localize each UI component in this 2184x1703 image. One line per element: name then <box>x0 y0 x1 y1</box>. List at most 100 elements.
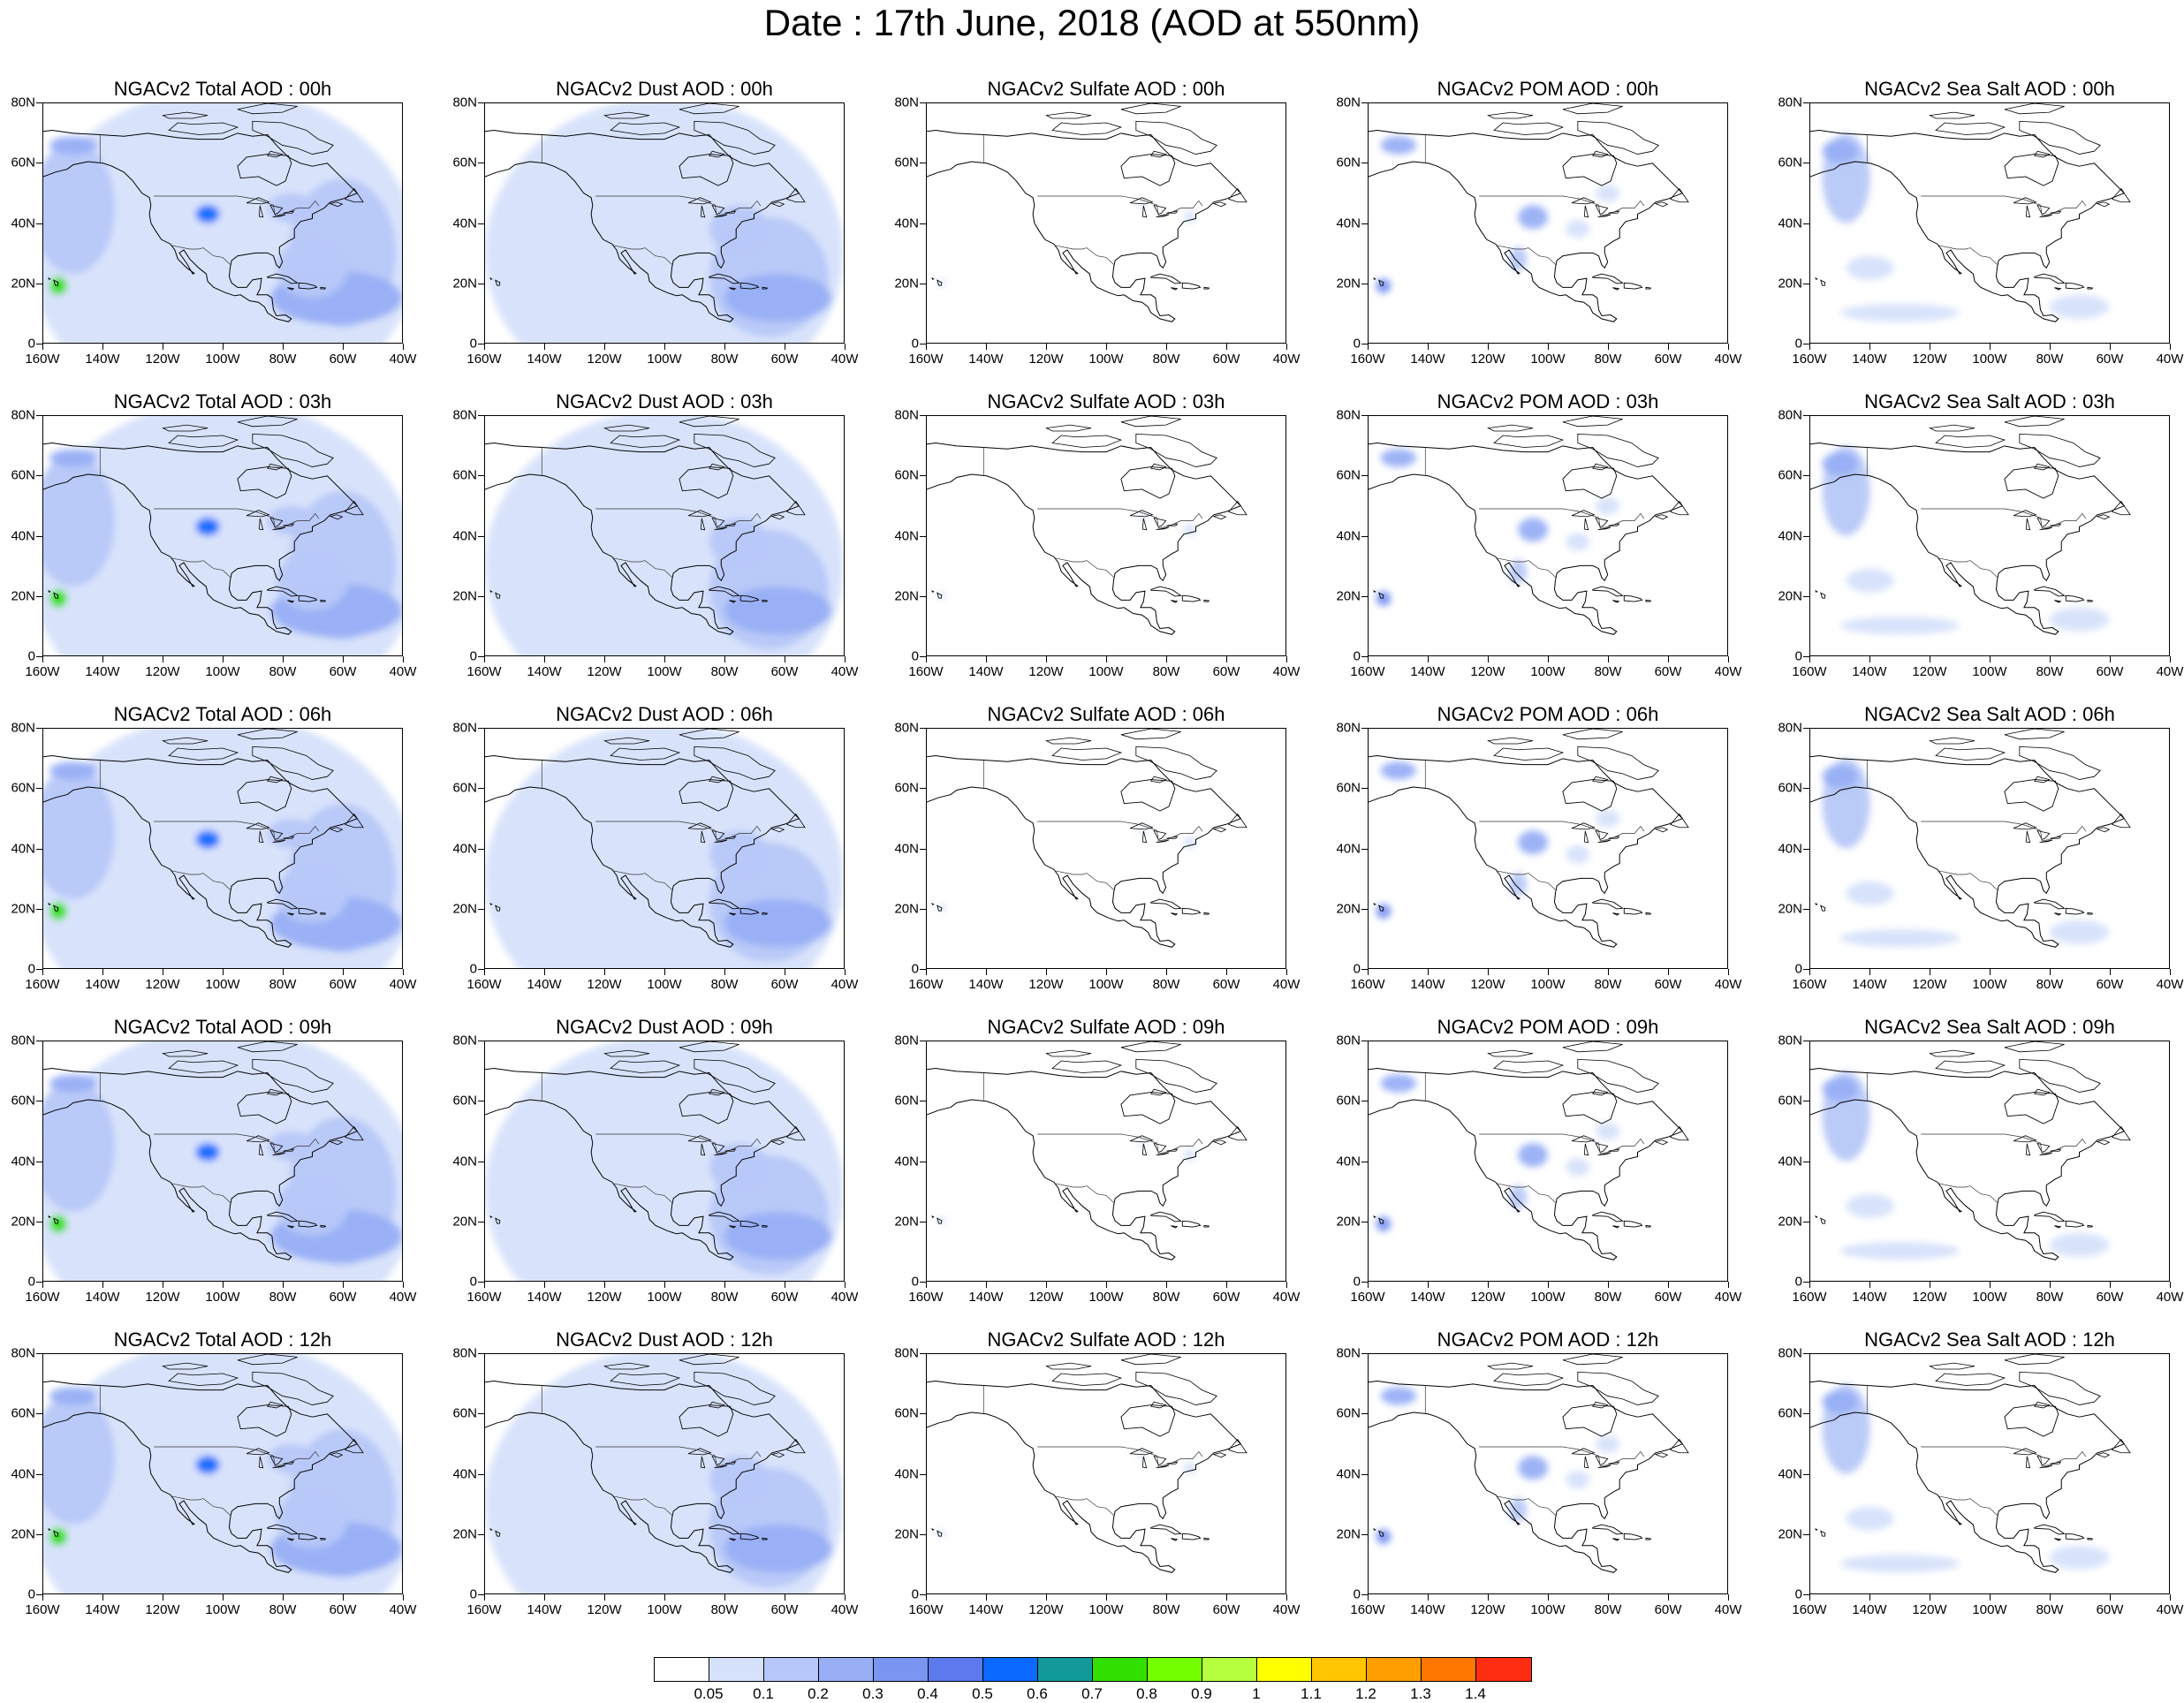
x-tick <box>1869 1594 1870 1601</box>
x-tick-label: 120W <box>1028 1602 1064 1617</box>
x-tick <box>2170 656 2171 662</box>
x-tick-label: 120W <box>1470 977 1505 992</box>
y-tick <box>1803 595 1809 597</box>
colorbar-label: 0.05 <box>694 1685 724 1702</box>
x-tick <box>1728 1282 1729 1288</box>
x-tick <box>484 344 485 350</box>
aod-shading <box>1376 761 1620 920</box>
y-tick <box>36 848 42 850</box>
x-tick <box>664 344 665 350</box>
y-tick <box>1803 535 1809 537</box>
colorbar-label: 0.6 <box>1027 1685 1048 1702</box>
x-tick <box>604 344 605 350</box>
y-tick <box>36 969 42 970</box>
y-tick-label: 80N <box>11 1345 35 1361</box>
x-tick-label: 60W <box>1654 1290 1682 1305</box>
x-tick <box>604 1282 605 1288</box>
y-tick <box>478 788 484 790</box>
x-tick <box>845 969 846 975</box>
y-tick-label: 0 <box>27 1586 35 1602</box>
y-tick-label: 20N <box>452 901 477 917</box>
x-tick <box>2050 1594 2051 1601</box>
x-tick <box>1488 1282 1489 1288</box>
y-tick-label: 20N <box>1778 901 1802 917</box>
aod-shading <box>1822 758 2110 948</box>
x-tick-label: 140W <box>968 352 1004 367</box>
x-tick-label: 40W <box>830 977 859 992</box>
x-tick <box>2050 656 2051 662</box>
y-tick-label: 20N <box>894 588 919 604</box>
y-tick <box>36 788 42 790</box>
x-tick-label: 40W <box>1714 1602 1742 1617</box>
aod-shading <box>1376 136 1620 294</box>
x-tick <box>102 969 103 975</box>
coastlines <box>485 416 806 635</box>
y-tick-label: 40N <box>894 216 919 231</box>
x-tick-label: 60W <box>1654 977 1682 992</box>
x-tick <box>986 1594 987 1601</box>
y-tick <box>1803 788 1809 790</box>
y-tick-label: 60N <box>452 1093 477 1109</box>
y-tick <box>1803 1413 1809 1415</box>
y-tick-label: 0 <box>1794 336 1802 352</box>
x-tick <box>2110 656 2111 662</box>
map-frame <box>42 415 403 656</box>
x-tick-label: 160W <box>1792 664 1827 679</box>
y-tick <box>920 788 926 790</box>
colorbar-swatch <box>1148 1658 1202 1681</box>
y-tick-label: 0 <box>469 1274 477 1290</box>
x-tick <box>1046 656 1047 662</box>
y-tick <box>1803 1594 1809 1595</box>
panel-title: NGACv2 Total AOD : 12h <box>113 1328 332 1351</box>
x-tick <box>926 969 927 975</box>
y-tick-label: 40N <box>11 1466 35 1481</box>
colorbar-swatch <box>1257 1658 1312 1681</box>
colorbar-label: 0.5 <box>972 1685 993 1702</box>
y-tick-label: 40N <box>1778 528 1802 543</box>
x-tick-label: 60W <box>1212 352 1240 367</box>
x-tick-label: 80W <box>1152 664 1180 679</box>
colorbar-swatch <box>819 1658 874 1681</box>
colorbar-swatch <box>709 1658 764 1681</box>
y-tick-label: 60N <box>1778 780 1802 796</box>
x-tick <box>343 1282 344 1288</box>
x-tick <box>403 1594 404 1601</box>
aod-shading <box>1822 445 2110 635</box>
x-tick-label: 120W <box>1912 977 1947 992</box>
x-tick-label: 80W <box>269 977 297 992</box>
y-tick-label: 60N <box>894 1093 919 1109</box>
y-tick-label: 20N <box>894 1526 919 1542</box>
x-tick <box>1368 656 1369 662</box>
y-tick-label: 80N <box>1778 407 1802 423</box>
x-tick-label: 40W <box>830 1290 859 1305</box>
panel-title: NGACv2 Sulfate AOD : 06h <box>987 703 1225 725</box>
x-tick <box>102 344 103 350</box>
y-tick-label: 0 <box>911 961 919 977</box>
map-frame <box>926 1353 1286 1594</box>
x-tick-label: 100W <box>1088 664 1124 679</box>
x-tick-label: 120W <box>1028 352 1064 367</box>
x-tick <box>1428 656 1429 662</box>
map-frame <box>42 1041 403 1282</box>
y-tick-label: 0 <box>911 648 919 664</box>
panel-title: NGACv2 Dust AOD : 00h <box>556 78 773 100</box>
x-tick <box>664 1282 665 1288</box>
y-tick <box>1803 1353 1809 1354</box>
x-tick <box>664 969 665 975</box>
y-tick-label: 80N <box>11 407 35 423</box>
x-tick <box>1990 344 1991 350</box>
coastlines <box>927 1354 1247 1573</box>
x-tick <box>1106 969 1107 975</box>
y-tick <box>920 535 926 537</box>
x-tick-label: 80W <box>2036 1290 2064 1305</box>
x-tick-label: 140W <box>527 1602 562 1617</box>
x-tick-label: 140W <box>1410 352 1445 367</box>
x-tick-label: 140W <box>1410 1602 1445 1617</box>
x-tick-label: 140W <box>527 664 562 679</box>
x-tick-label: 160W <box>25 664 60 679</box>
y-tick <box>920 1413 926 1415</box>
y-tick-label: 60N <box>452 467 477 483</box>
x-tick-label: 120W <box>1028 664 1064 679</box>
x-tick-label: 160W <box>908 977 944 992</box>
colorbar-label: 0.4 <box>917 1685 938 1702</box>
